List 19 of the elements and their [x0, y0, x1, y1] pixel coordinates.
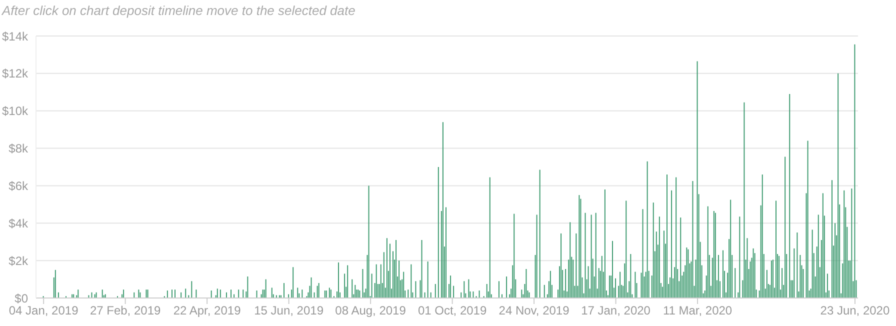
x-tick-label: 23 Jun, 2020 [820, 304, 890, 318]
y-tick-label: $2k [8, 254, 29, 268]
x-tick-label: 22 Apr, 2019 [173, 304, 242, 318]
x-tick-label: 01 Oct, 2019 [418, 304, 487, 318]
y-tick-label: $4k [8, 216, 29, 230]
y-tick-label: $12k [2, 66, 29, 81]
x-tick-label: 27 Feb, 2019 [90, 304, 161, 318]
chart-subtitle: After click on chart deposit timeline move to the selected date [0, 2, 356, 20]
y-tick-label: $8k [8, 142, 29, 156]
x-tick-label: 04 Jan, 2019 [8, 304, 79, 318]
y-tick-label: $0 [14, 291, 28, 306]
y-tick-label: $10k [2, 104, 29, 118]
x-tick-label: 17 Jan, 2020 [581, 304, 651, 318]
y-tick-label: $6k [8, 178, 29, 193]
y-tick-label: $14k [2, 29, 29, 44]
x-tick-label: 11 Mar, 2020 [662, 304, 732, 318]
x-tick-label: 24 Nov, 2019 [498, 304, 570, 318]
x-tick-label: 08 Aug, 2019 [335, 304, 406, 318]
x-tick-label: 15 Jun, 2019 [254, 304, 324, 318]
